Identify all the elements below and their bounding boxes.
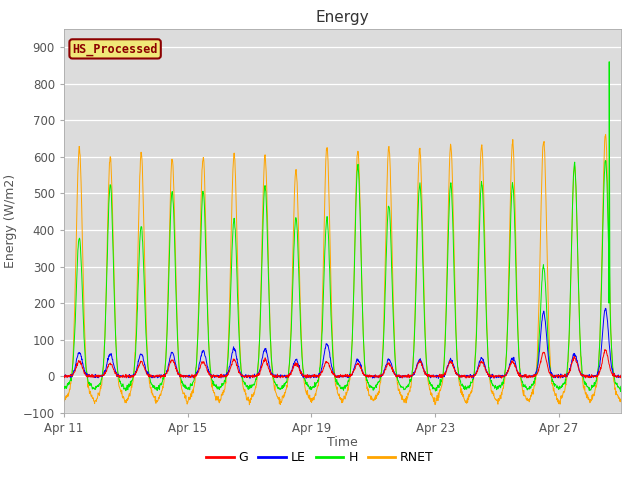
RNET [246,402,253,408]
RNET [356,223,364,228]
LE [419,362,426,368]
RNET [60,398,68,404]
LE [617,373,625,379]
Line: RNET: RNET [64,134,621,405]
LE [541,312,548,318]
X-axis label: Time: Time [327,436,358,449]
LE [246,375,254,381]
H [540,265,548,271]
RNET [308,396,316,402]
H [616,389,624,395]
LE [356,364,364,370]
H [356,221,364,227]
LE [308,372,316,378]
H [617,384,625,389]
G [308,373,316,379]
H [418,219,426,225]
G [617,372,625,378]
Legend: G, LE, H, RNET: G, LE, H, RNET [201,446,439,469]
G [356,364,364,370]
H [299,365,307,371]
LE [93,373,100,379]
LE [602,305,609,311]
G [60,372,68,378]
Line: LE: LE [64,308,621,378]
Y-axis label: Energy (W/m2): Energy (W/m2) [4,174,17,268]
LE [60,372,68,378]
Title: Energy: Energy [316,10,369,25]
Text: HS_Processed: HS_Processed [72,42,158,56]
H [60,385,68,391]
G [299,373,307,379]
H [308,386,316,392]
G [418,363,426,369]
Line: H: H [64,62,621,392]
RNET [419,208,426,214]
G [93,374,100,380]
RNET [541,146,548,152]
H [93,384,100,389]
H [605,59,613,65]
G [490,375,498,381]
G [601,347,609,352]
G [541,350,548,356]
LE [300,374,307,380]
RNET [602,132,609,137]
Line: G: G [64,349,621,378]
RNET [300,371,307,376]
RNET [617,397,625,403]
RNET [93,396,100,402]
